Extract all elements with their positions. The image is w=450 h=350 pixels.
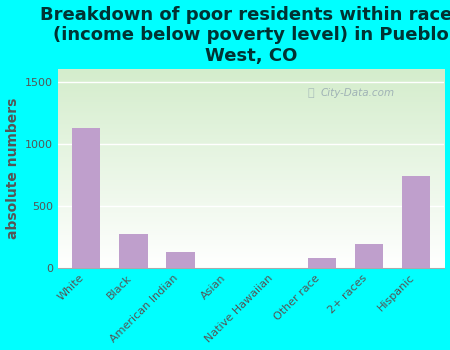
Bar — [166, 252, 195, 268]
Bar — [308, 258, 336, 268]
Bar — [355, 244, 383, 268]
Y-axis label: absolute numbers: absolute numbers — [5, 98, 19, 239]
Text: ⓘ: ⓘ — [307, 88, 314, 98]
Bar — [119, 234, 148, 268]
Text: City-Data.com: City-Data.com — [321, 88, 395, 98]
Title: Breakdown of poor residents within races
(income below poverty level) in Pueblo
: Breakdown of poor residents within races… — [40, 6, 450, 65]
Bar — [72, 128, 100, 268]
Bar — [402, 176, 430, 268]
